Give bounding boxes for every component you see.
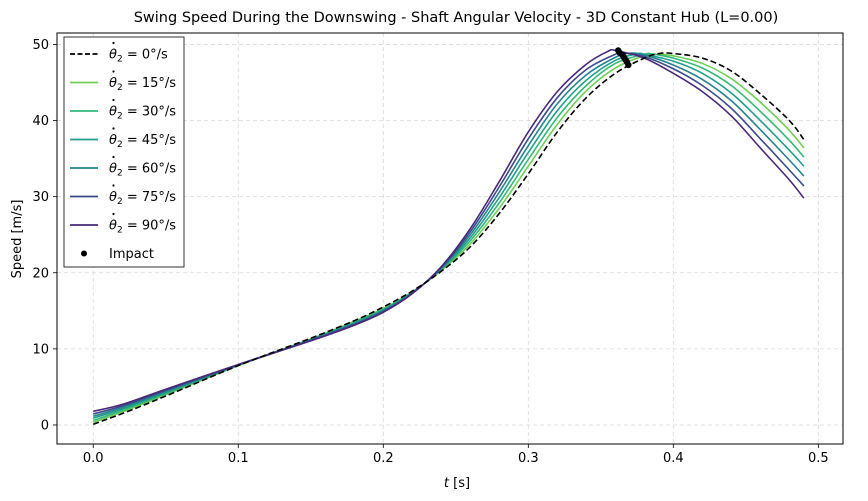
series-line <box>93 51 805 415</box>
legend-label: θ2 = 0°/s <box>109 48 168 65</box>
series-line <box>92 52 805 425</box>
chart-title: Swing Speed During the Downswing - Shaft… <box>134 10 779 26</box>
y-tick-label: 10 <box>32 342 49 357</box>
y-tick-label: 30 <box>32 190 49 205</box>
legend-impact-label: Impact <box>109 247 154 262</box>
y-tick-label: 50 <box>32 38 49 53</box>
impact-point <box>615 47 622 54</box>
legend-label: θ2 = 15°/s <box>109 76 176 93</box>
legend-impact-marker <box>81 250 87 257</box>
legend-label: θ2 = 90°/s <box>109 219 176 236</box>
legend-dot-accent <box>112 212 115 216</box>
legend-frame <box>63 36 185 268</box>
y-tick-label: 0 <box>41 418 49 433</box>
series-line <box>92 53 805 424</box>
x-tick-label: 0.2 <box>373 451 394 466</box>
legend-dot-accent <box>112 41 115 45</box>
legend-entries: θ2 = 0°/s θ2 = 15°/s θ2 = 30°/s θ2 = 45°/s θ… <box>70 41 176 262</box>
y-tick-label: 40 <box>32 114 49 129</box>
legend-dot-accent <box>112 98 115 102</box>
legend-label: θ2 = 45°/s <box>109 133 176 150</box>
x-tick-label: 0.0 <box>83 451 104 466</box>
legend-dot-accent <box>112 155 115 159</box>
series-line <box>93 48 805 413</box>
x-axis-label: t [s] <box>444 476 470 491</box>
series-line <box>93 52 805 419</box>
x-tick-label: 0.5 <box>808 451 829 466</box>
x-axis: 0.0 0.1 0.2 0.3 0.4 0.5 <box>83 444 829 466</box>
x-axis-label-unit: [s] <box>449 476 470 491</box>
y-tick-label: 20 <box>32 266 49 281</box>
legend: θ2 = 0°/s θ2 = 15°/s θ2 = 30°/s θ2 = 45°/s θ… <box>63 36 185 268</box>
series-lines <box>92 48 805 425</box>
y-axis-label: Speed [m/s] <box>10 200 25 279</box>
legend-dot-accent <box>112 184 115 187</box>
x-tick-label: 0.1 <box>228 451 249 466</box>
x-tick-label: 0.3 <box>518 451 539 466</box>
plot-frame <box>56 32 844 445</box>
legend-label: θ2 = 60°/s <box>109 162 176 179</box>
x-axis-label-var: t <box>444 476 450 491</box>
impact-points <box>615 47 632 69</box>
legend-dot-accent <box>112 127 115 130</box>
grid <box>57 33 843 444</box>
legend-label: θ2 = 75°/s <box>109 190 176 207</box>
legend-dot-accent <box>112 70 115 73</box>
y-axis: 0 10 20 30 40 50 <box>32 38 57 433</box>
series-line <box>93 52 805 417</box>
series-line <box>92 52 805 422</box>
legend-label: θ2 = 30°/s <box>109 105 176 122</box>
x-tick-label: 0.4 <box>663 451 684 466</box>
